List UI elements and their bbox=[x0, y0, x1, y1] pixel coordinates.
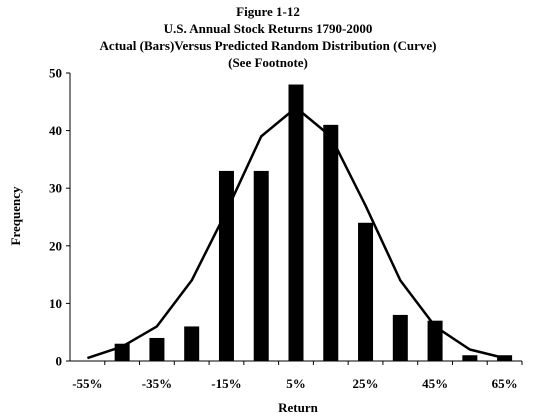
x-tick-label: -35% bbox=[142, 376, 172, 391]
title-line-3: Actual (Bars)Versus Predicted Random Dis… bbox=[100, 38, 437, 53]
y-axis-ticks: 0 10 20 30 40 50 bbox=[49, 66, 70, 369]
x-tick-label: 45% bbox=[422, 376, 448, 391]
title-line-2: U.S. Annual Stock Returns 1790-2000 bbox=[164, 21, 373, 36]
y-tick-label: 30 bbox=[49, 181, 62, 196]
x-tick-label: -55% bbox=[72, 376, 102, 391]
bar bbox=[358, 222, 374, 361]
bar bbox=[392, 314, 408, 361]
chart-title: Figure 1-12 U.S. Annual Stock Returns 17… bbox=[100, 4, 437, 70]
y-tick-label: 0 bbox=[56, 354, 63, 369]
predicted-distribution-curve bbox=[87, 106, 505, 360]
bar bbox=[184, 326, 200, 361]
bar bbox=[323, 124, 339, 361]
bar bbox=[253, 170, 269, 361]
x-axis-label: Return bbox=[278, 400, 318, 415]
y-tick-label: 50 bbox=[49, 66, 62, 81]
y-axis-label: Frequency bbox=[8, 186, 23, 245]
x-tick-label: 5% bbox=[286, 376, 306, 391]
bar bbox=[462, 355, 478, 361]
x-tick-label: 65% bbox=[492, 376, 518, 391]
x-tick-label: -15% bbox=[211, 376, 241, 391]
title-line-4: (See Footnote) bbox=[228, 55, 308, 70]
bar bbox=[149, 337, 165, 361]
bar bbox=[497, 355, 513, 361]
bar bbox=[288, 84, 304, 362]
plot-area: 0 10 20 30 40 50 -55% -35% -15% 5% 25% 45% 65% bbox=[49, 66, 523, 391]
x-tick-label: 25% bbox=[353, 376, 379, 391]
bar-series bbox=[114, 84, 513, 362]
y-tick-label: 40 bbox=[49, 123, 62, 138]
title-line-1: Figure 1-12 bbox=[236, 4, 300, 19]
x-axis-ticks: -55% -35% -15% 5% 25% 45% 65% bbox=[72, 361, 523, 391]
y-tick-label: 10 bbox=[49, 296, 62, 311]
bar bbox=[427, 320, 443, 361]
y-tick-label: 20 bbox=[49, 238, 62, 253]
